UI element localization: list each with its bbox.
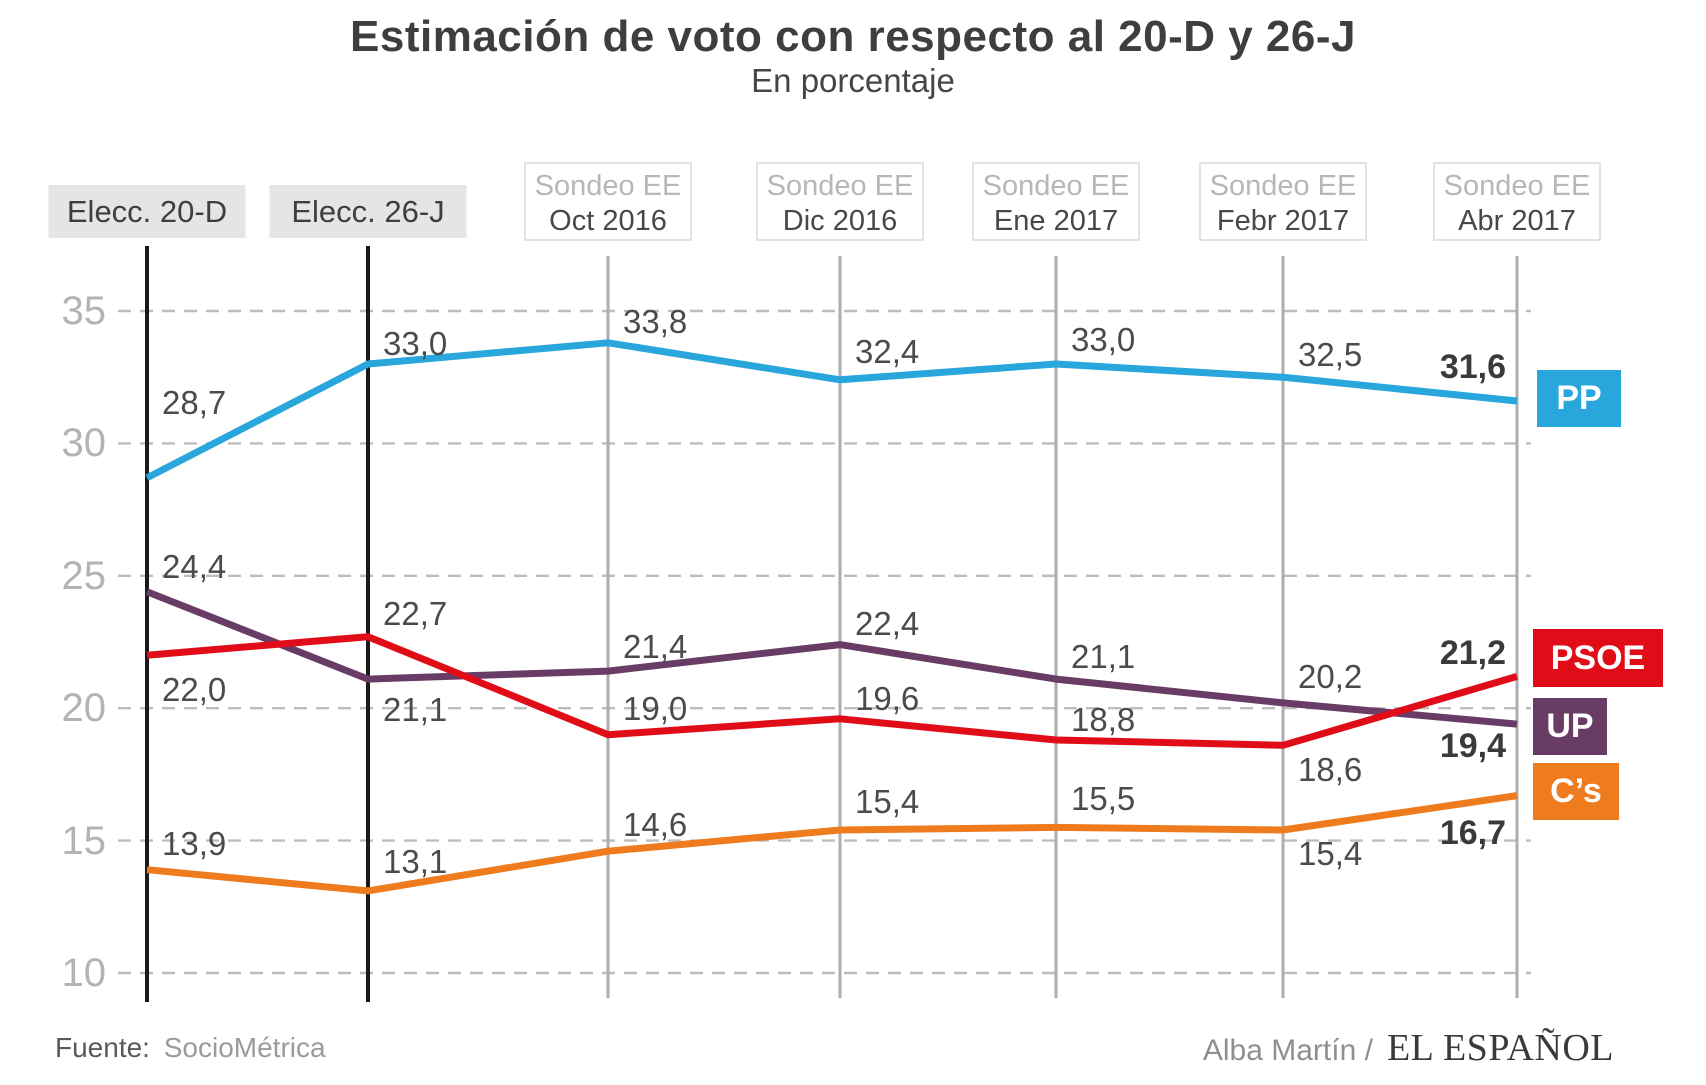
series-line-psoe bbox=[146, 633, 1518, 749]
source-credit: Fuente: SocioMétrica bbox=[55, 1032, 326, 1064]
data-label-up-1: 21,1 bbox=[383, 691, 448, 729]
credit-brand-logo: EL ESPAÑOL bbox=[1386, 1027, 1614, 1069]
data-label-up-4: 21,1 bbox=[1071, 638, 1136, 676]
source-label: Fuente: bbox=[55, 1032, 150, 1063]
data-label-cs-6: 16,7 bbox=[1439, 813, 1506, 852]
chart-subtitle: En porcentaje bbox=[751, 62, 955, 99]
data-label-pp-0: 28,7 bbox=[162, 383, 227, 421]
y-tick-label: 30 bbox=[61, 421, 107, 466]
data-label-cs-5: 15,4 bbox=[1298, 835, 1363, 872]
source-value: SocioMétrica bbox=[163, 1032, 326, 1063]
data-label-pp-6: 31,6 bbox=[1439, 348, 1506, 387]
data-label-cs-2: 14,6 bbox=[623, 806, 688, 844]
data-label-up-3: 22,4 bbox=[855, 604, 920, 642]
data-label-psoe-5: 18,6 bbox=[1298, 751, 1363, 789]
y-tick-label: 10 bbox=[61, 951, 107, 995]
data-label-cs-4: 15,5 bbox=[1071, 780, 1136, 818]
series-line-cs bbox=[146, 792, 1518, 895]
data-label-cs-1: 13,1 bbox=[383, 842, 448, 880]
column-header-ene-2017: Sondeo EE Ene 2017 bbox=[972, 162, 1140, 241]
data-label-psoe-6: 21,2 bbox=[1439, 634, 1506, 673]
column-header-dic-2016: Sondeo EE Dic 2016 bbox=[756, 162, 924, 241]
legend-pp: PP bbox=[1537, 370, 1621, 427]
column-header-elecc-26-j: Elecc. 26-J bbox=[269, 185, 467, 238]
data-label-up-5: 20,2 bbox=[1298, 657, 1363, 695]
data-label-psoe-0: 22,0 bbox=[162, 671, 227, 709]
poll-header-date: Ene 2017 bbox=[993, 205, 1119, 237]
series-line-up bbox=[145, 588, 1518, 728]
poll-header-date: Oct 2016 bbox=[549, 205, 667, 237]
poll-header-date: Dic 2016 bbox=[782, 205, 898, 237]
data-label-psoe-3: 19,6 bbox=[855, 679, 920, 717]
y-tick-label: 35 bbox=[61, 289, 107, 333]
column-header-febr-2017: Sondeo EE Febr 2017 bbox=[1199, 162, 1367, 241]
data-label-psoe-1: 22,7 bbox=[383, 594, 448, 632]
poll-header-brand: Sondeo EE bbox=[766, 170, 914, 202]
legend-cs: C’s bbox=[1533, 763, 1619, 820]
legend-psoe: PSOE bbox=[1533, 629, 1663, 687]
y-tick-label: 15 bbox=[61, 818, 107, 863]
data-label-up-0: 24,4 bbox=[162, 547, 227, 585]
data-label-cs-0: 13,9 bbox=[162, 824, 227, 862]
credit-author: Alba Martín / bbox=[1202, 1034, 1373, 1067]
poll-header-date: Abr 2017 bbox=[1458, 205, 1576, 237]
data-label-pp-1: 33,0 bbox=[383, 324, 448, 362]
y-tick-label: 25 bbox=[61, 553, 107, 598]
poll-header-date: Febr 2017 bbox=[1216, 205, 1350, 237]
column-header-oct-2016: Sondeo EE Oct 2016 bbox=[524, 162, 692, 241]
column-header-abr-2017: Sondeo EE Abr 2017 bbox=[1433, 162, 1601, 241]
data-label-pp-4: 33,0 bbox=[1071, 320, 1136, 358]
data-label-pp-3: 32,4 bbox=[855, 332, 920, 370]
chart-title: Estimación de voto con respecto al 20-D … bbox=[350, 12, 1356, 61]
data-label-up-6: 19,4 bbox=[1439, 727, 1506, 766]
author-credit: Alba Martín / EL ESPAÑOL bbox=[1203, 1026, 1614, 1070]
y-tick-label: 20 bbox=[61, 686, 107, 731]
series-line-pp bbox=[145, 339, 1518, 481]
poll-header-brand: Sondeo EE bbox=[1209, 170, 1357, 202]
poll-header-brand: Sondeo EE bbox=[534, 170, 682, 202]
poll-header-brand: Sondeo EE bbox=[982, 170, 1130, 202]
data-label-cs-3: 15,4 bbox=[855, 783, 920, 820]
data-label-pp-5: 32,5 bbox=[1298, 336, 1363, 374]
legend-up: UP bbox=[1533, 698, 1607, 755]
column-header-elecc-20-d: Elecc. 20-D bbox=[48, 185, 246, 238]
data-label-psoe-2: 19,0 bbox=[623, 689, 688, 727]
data-label-pp-2: 33,8 bbox=[623, 302, 688, 340]
poll-header-brand: Sondeo EE bbox=[1443, 170, 1591, 202]
data-label-psoe-4: 18,8 bbox=[1071, 700, 1136, 738]
data-label-up-2: 21,4 bbox=[623, 628, 688, 666]
